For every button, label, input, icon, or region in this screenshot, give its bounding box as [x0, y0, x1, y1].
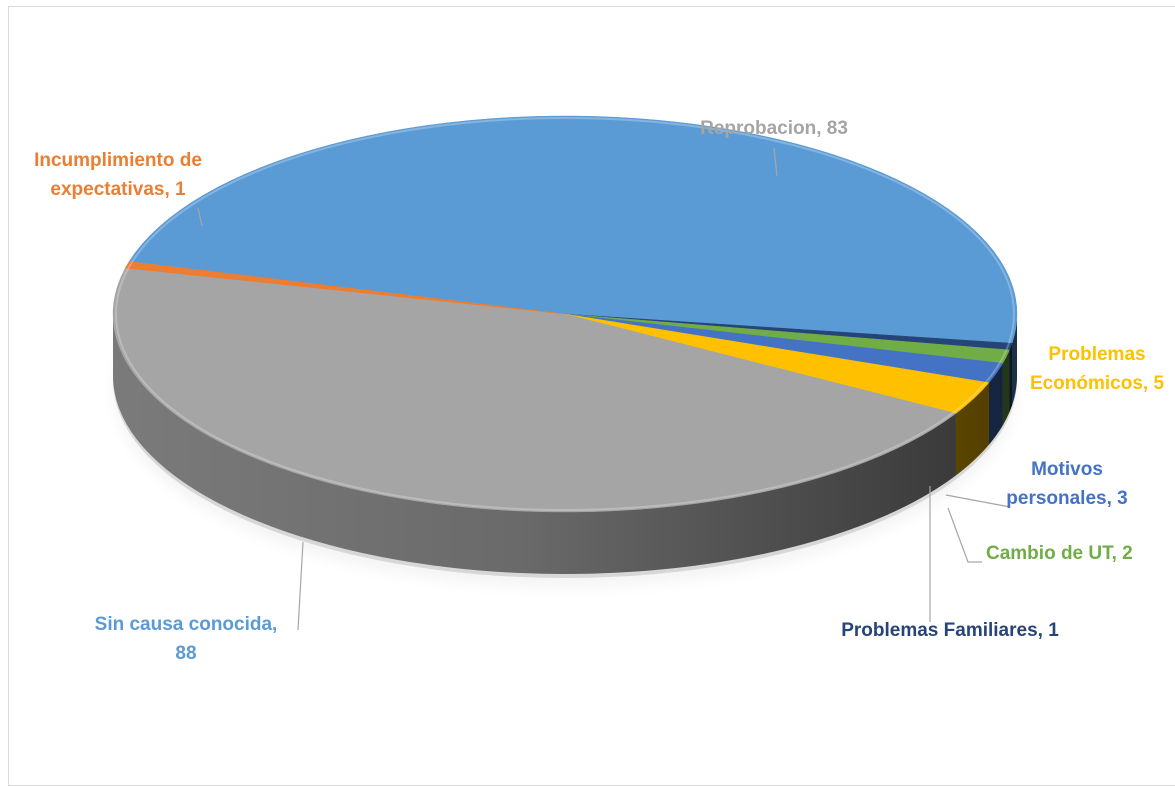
data-label-line: Motivos [1031, 459, 1103, 480]
slice-sin-causa-conocida[interactable] [128, 115, 1018, 344]
side-shading [113, 314, 1017, 574]
data-label-motivos-personales: Motivos personales, 3 [1006, 459, 1127, 509]
data-label-line: Problemas Familiares, 1 [841, 620, 1059, 641]
data-label-problemas-economicos: Problemas Económicos, 5 [1030, 344, 1165, 394]
leader-line-motivos-personales [945, 494, 1011, 508]
rim-highlight [115, 117, 1015, 511]
data-label-reprobacion: Reprobacion, 83 [700, 118, 848, 139]
data-label-line: Cambio de UT, 2 [986, 543, 1133, 564]
slice-incumplimiento-de-expectativas[interactable] [124, 261, 566, 315]
leader-line-incumplimiento-de-expectativas [197, 207, 203, 227]
data-label-line: Incumplimiento de [34, 150, 202, 171]
data-label-line: Sin causa conocida, [95, 614, 278, 635]
leader-line-sin-causa-conocida [297, 541, 304, 631]
leader-line-cambio-de-ut [947, 507, 982, 563]
data-label-line: Problemas [1048, 344, 1145, 365]
data-label-incumplimiento-de-expectativas: Incumplimiento de expectativas, 1 [34, 150, 202, 200]
data-label-sin-causa-conocida: Sin causa conocida, 88 [95, 614, 278, 664]
data-label-problemas-familiares: Problemas Familiares, 1 [841, 620, 1059, 641]
data-label-line: Económicos, 5 [1030, 373, 1165, 394]
leader-line-reprobacion [773, 147, 778, 177]
data-label-line: personales, 3 [1006, 488, 1127, 509]
slice-reprobacion[interactable] [112, 267, 957, 513]
data-label-line: 88 [175, 643, 196, 664]
data-label-line: Reprobacion, 83 [700, 118, 848, 139]
data-label-cambio-de-ut: Cambio de UT, 2 [986, 543, 1133, 564]
data-label-line: expectativas, 1 [50, 179, 186, 200]
